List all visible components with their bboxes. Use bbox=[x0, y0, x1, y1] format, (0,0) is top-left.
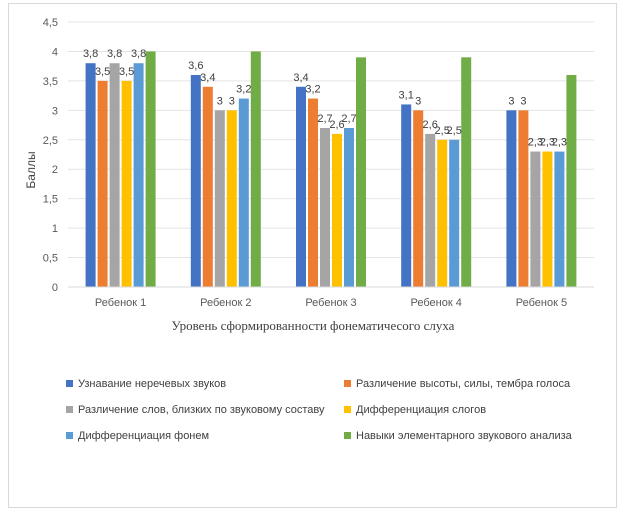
legend-swatch bbox=[66, 406, 73, 413]
data-label: 3,1 bbox=[399, 89, 414, 101]
y-tick-label: 4 bbox=[52, 46, 58, 58]
bar bbox=[250, 51, 261, 287]
y-tick-label: 4,5 bbox=[43, 17, 58, 29]
bar bbox=[121, 80, 132, 287]
data-label: 3 bbox=[508, 95, 514, 107]
bar bbox=[401, 104, 412, 287]
bar bbox=[85, 63, 96, 287]
x-tick-label: Ребенок 1 bbox=[95, 297, 146, 309]
data-label: 2,5 bbox=[435, 125, 450, 137]
data-label: 3,4 bbox=[293, 72, 308, 84]
bar bbox=[238, 98, 249, 287]
bar bbox=[554, 151, 565, 287]
data-labels: 3,83,53,83,53,83,63,43 33,23,43,22,72,62,… bbox=[83, 48, 567, 148]
data-label: 2,6 bbox=[423, 119, 438, 131]
bar bbox=[344, 128, 354, 287]
data-label: 3,2 bbox=[305, 84, 320, 96]
bar bbox=[109, 63, 120, 287]
y-tick-label: 2 bbox=[52, 164, 58, 176]
bar bbox=[226, 110, 237, 287]
y-tick-label: 2,5 bbox=[43, 135, 58, 147]
legend: Узнавание неречевых звуков Различение выс… bbox=[66, 378, 573, 442]
y-tick-label: 0 bbox=[52, 282, 58, 294]
x-tick-label: Ребенок 3 bbox=[305, 297, 356, 309]
legend-swatch bbox=[66, 432, 73, 439]
legend-entry: Различение высоты, силы, тембра голоса bbox=[356, 378, 571, 390]
data-label: 2,3 bbox=[540, 137, 555, 149]
y-tick-label: 1 bbox=[52, 223, 58, 235]
data-label: 3,6 bbox=[188, 60, 203, 72]
bar bbox=[449, 139, 460, 287]
bar bbox=[530, 151, 541, 287]
legend-swatch bbox=[344, 432, 351, 439]
data-label: 3,5 bbox=[119, 66, 134, 78]
y-tick-label: 3,5 bbox=[43, 76, 58, 88]
gridlines bbox=[68, 21, 594, 259]
bar bbox=[566, 75, 577, 287]
bar bbox=[97, 80, 108, 287]
x-tick-label: Ребенок 5 bbox=[516, 297, 567, 309]
data-label: 3,8 bbox=[131, 48, 146, 60]
data-label: 3,8 bbox=[83, 48, 98, 60]
legend-entry: Узнавание неречевых звуков bbox=[78, 378, 226, 390]
bar bbox=[145, 51, 156, 287]
bar bbox=[202, 86, 213, 288]
bar bbox=[425, 133, 436, 287]
data-label: 3,5 bbox=[95, 66, 110, 78]
x-tick-label: Ребенок 2 bbox=[200, 297, 251, 309]
bars bbox=[85, 51, 577, 288]
data-label: 3,2 bbox=[236, 84, 251, 96]
bar bbox=[413, 110, 424, 287]
bar bbox=[542, 151, 553, 287]
data-label: 3 bbox=[229, 95, 235, 107]
y-tick-label: 3 bbox=[52, 105, 58, 117]
bar bbox=[190, 75, 201, 287]
bar bbox=[296, 86, 306, 288]
data-label: 3,8 bbox=[107, 48, 122, 60]
legend-entry: Дифференциация фонем bbox=[78, 430, 209, 442]
x-tick-label: Ребенок 4 bbox=[411, 297, 462, 309]
data-label: 2,3 bbox=[552, 137, 567, 149]
legend-swatch bbox=[344, 406, 351, 413]
bar bbox=[506, 110, 517, 287]
legend-entry: Дифференциация слогов bbox=[356, 404, 486, 416]
y-tick-label: 0,5 bbox=[43, 253, 58, 265]
y-axis-label: Баллы bbox=[24, 151, 38, 188]
data-label: 3 bbox=[415, 95, 421, 107]
bar bbox=[461, 57, 472, 288]
data-label: 2,3 bbox=[528, 137, 543, 149]
data-label: 2,7 bbox=[341, 113, 356, 125]
bar bbox=[356, 57, 366, 288]
legend-entry: Различение слов, близких по звуковому со… bbox=[78, 404, 325, 416]
bar bbox=[518, 110, 529, 287]
data-label: 3 bbox=[520, 95, 526, 107]
x-axis-label: Уровень сформированности фонематичесого … bbox=[172, 318, 455, 333]
data-label: 3,4 bbox=[200, 72, 215, 84]
y-axis-ticks: 0 0,5 1 1,5 2 2,5 3 3,5 4 4,5 bbox=[43, 17, 58, 294]
bar bbox=[320, 128, 330, 287]
legend-swatch bbox=[344, 380, 351, 387]
data-label: 2,6 bbox=[329, 119, 344, 131]
x-axis-ticks: Ребенок 1 Ребенок 2 Ребенок 3 Ребенок 4 Ребе… bbox=[95, 297, 567, 309]
bar bbox=[437, 139, 448, 287]
legend-swatch bbox=[66, 380, 73, 387]
bar bbox=[214, 110, 225, 287]
data-label: 3 bbox=[217, 95, 223, 107]
bar bbox=[308, 98, 318, 287]
y-tick-label: 1,5 bbox=[43, 194, 58, 206]
bar bbox=[332, 133, 342, 287]
data-label: 2,5 bbox=[447, 125, 462, 137]
bar bbox=[133, 63, 144, 287]
legend-entry: Навыки элементарного звукового анализа bbox=[356, 430, 573, 442]
data-label: 2,7 bbox=[317, 113, 332, 125]
